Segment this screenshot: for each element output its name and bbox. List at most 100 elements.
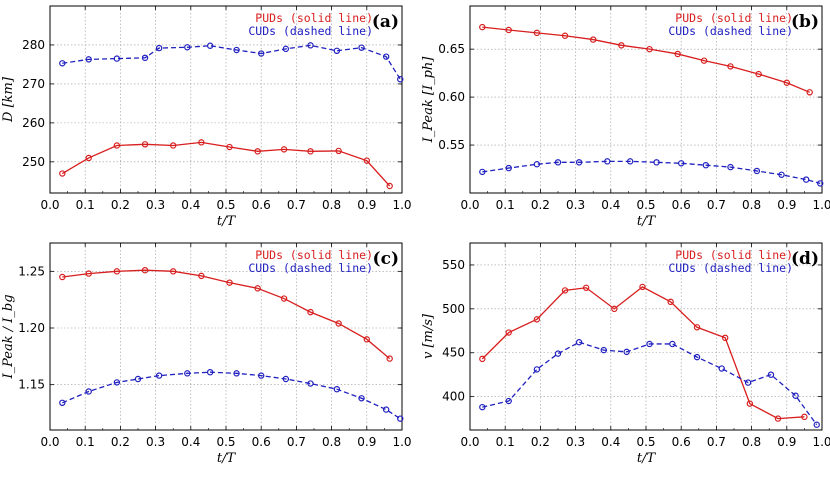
legend-entry-cuds: CUDs (dashed line) xyxy=(668,261,793,275)
x-tick-label: 0.7 xyxy=(707,198,726,212)
data-point-puds xyxy=(722,334,729,342)
x-tick-label: 0.0 xyxy=(460,198,479,212)
series-line-puds xyxy=(62,269,391,360)
y-axis-label: D [km] xyxy=(1,76,16,123)
data-point-puds xyxy=(727,63,734,70)
data-point-puds xyxy=(667,298,674,306)
data-point-puds xyxy=(693,324,701,331)
data-point-cuds xyxy=(258,372,265,379)
x-tick-label: 0.1 xyxy=(496,435,515,449)
data-point-cuds xyxy=(575,339,583,346)
x-tick-label: 0.7 xyxy=(707,435,726,449)
data-point-cuds xyxy=(744,379,752,386)
data-point-cuds xyxy=(792,392,799,399)
data-point-puds xyxy=(169,268,177,275)
y-tick-label: 0.65 xyxy=(438,42,465,56)
x-tick-label: 0.4 xyxy=(181,198,200,212)
legend-entry-puds: PUDs (solid line) xyxy=(255,248,373,262)
data-point-puds xyxy=(700,57,708,64)
data-point-puds xyxy=(505,329,512,336)
x-tick-label: 0.6 xyxy=(252,435,271,449)
data-point-cuds xyxy=(718,365,725,372)
data-point-cuds xyxy=(282,45,290,53)
data-point-cuds xyxy=(184,370,191,377)
x-tick-label: 0.2 xyxy=(111,435,130,449)
data-point-cuds xyxy=(479,403,486,411)
x-tick-label: 0.7 xyxy=(287,435,306,449)
data-point-puds xyxy=(582,284,590,291)
data-point-puds xyxy=(307,308,314,316)
x-tick-label: 0.2 xyxy=(531,435,550,449)
x-tick-label: 0.0 xyxy=(40,435,59,449)
x-tick-label: 0.4 xyxy=(601,435,620,449)
data-point-cuds xyxy=(554,159,562,166)
data-point-puds xyxy=(198,272,205,280)
data-point-cuds xyxy=(85,388,92,395)
data-point-cuds xyxy=(206,42,214,49)
data-point-cuds xyxy=(233,370,240,377)
data-point-cuds xyxy=(397,415,404,422)
data-point-puds xyxy=(783,79,791,86)
data-point-puds xyxy=(479,23,486,31)
data-point-puds xyxy=(746,400,754,407)
y-tick-label: 0.60 xyxy=(438,90,465,104)
x-tick-label: 0.8 xyxy=(742,435,761,449)
data-point-cuds xyxy=(85,56,92,63)
x-axis-label: t/T xyxy=(217,451,237,466)
data-point-cuds xyxy=(358,395,365,402)
data-point-puds xyxy=(479,355,486,363)
data-point-puds xyxy=(280,295,288,302)
x-tick-label: 0.5 xyxy=(216,198,235,212)
data-point-cuds xyxy=(307,42,314,49)
data-point-cuds xyxy=(533,161,541,168)
x-tick-label: 0.1 xyxy=(76,198,95,212)
data-point-cuds xyxy=(505,397,512,405)
data-point-puds xyxy=(639,283,646,291)
x-tick-label: 0.5 xyxy=(636,198,655,212)
data-point-cuds xyxy=(113,379,121,386)
data-point-cuds xyxy=(727,163,734,171)
data-point-puds xyxy=(774,415,782,422)
data-point-cuds xyxy=(767,371,775,378)
data-point-cuds xyxy=(693,353,701,361)
x-tick-label: 0.0 xyxy=(40,198,59,212)
panel-tag: (b) xyxy=(791,12,819,32)
x-tick-label: 1.0 xyxy=(812,435,830,449)
data-point-cuds xyxy=(479,168,486,176)
data-point-cuds xyxy=(155,44,163,52)
series-line-cuds xyxy=(62,44,401,80)
data-point-cuds xyxy=(626,158,634,165)
panel-tag: (d) xyxy=(791,249,819,269)
data-point-cuds xyxy=(59,399,66,406)
series-line-cuds xyxy=(62,371,401,420)
data-point-cuds xyxy=(233,46,240,54)
y-tick-label: 1.20 xyxy=(18,321,45,335)
chart-panel-c: 0.0 0.1 0.2 0.3 0.4 0.5 0.6 0.7 0.8 0.9 1.0 1.15 1.2… xyxy=(1,242,412,466)
data-point-puds xyxy=(801,413,808,421)
data-point-cuds xyxy=(623,348,630,356)
x-tick-label: 1.0 xyxy=(392,198,411,212)
x-tick-label: 0.8 xyxy=(322,435,341,449)
data-point-cuds xyxy=(778,171,785,178)
y-tick-label: 260 xyxy=(22,116,45,130)
y-tick-label: 280 xyxy=(22,38,45,52)
data-point-cuds xyxy=(59,60,66,67)
data-point-puds xyxy=(141,141,149,148)
series-line-puds xyxy=(61,141,391,187)
x-tick-label: 0.8 xyxy=(742,198,761,212)
x-tick-label: 0.3 xyxy=(146,435,165,449)
y-axis-label: I_Peak / I_bg xyxy=(1,294,16,379)
data-point-cuds xyxy=(307,380,314,387)
data-point-cuds xyxy=(817,180,824,187)
x-tick-label: 0.6 xyxy=(672,198,691,212)
data-point-puds xyxy=(280,146,288,153)
x-tick-label: 0.1 xyxy=(76,435,95,449)
series-line-cuds xyxy=(482,341,818,426)
data-point-puds xyxy=(561,287,569,294)
y-tick-label: 0.55 xyxy=(438,138,465,152)
panel-tag: (c) xyxy=(373,249,399,269)
y-tick-label: 1.15 xyxy=(18,378,45,392)
data-point-cuds xyxy=(813,421,820,428)
data-point-cuds xyxy=(258,50,265,57)
